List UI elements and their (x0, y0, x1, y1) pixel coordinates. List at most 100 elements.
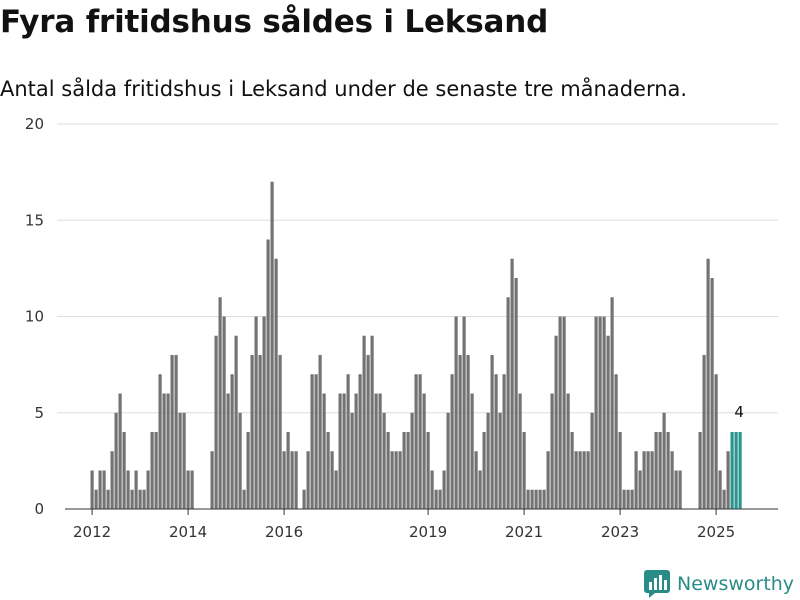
bar (114, 412, 118, 509)
bar (386, 432, 390, 509)
bar (518, 393, 522, 509)
bar (414, 374, 418, 509)
bar (366, 355, 370, 509)
bar (554, 335, 558, 509)
bar (286, 432, 290, 509)
bar (238, 412, 242, 509)
gridlines (57, 123, 778, 414)
bar (590, 412, 594, 509)
bar (610, 297, 614, 509)
chart-title: Fyra fritidshus såldes i Leksand (0, 4, 549, 40)
bar (450, 374, 454, 509)
bar (734, 432, 738, 509)
bar (466, 355, 470, 509)
axes: 0 5 10 15 20 2012 2014 2016 2019 2021 2023 2025 4 (25, 115, 778, 541)
bar (546, 451, 550, 509)
bar (558, 316, 562, 509)
bar (178, 412, 182, 509)
bar (102, 470, 106, 509)
bar (146, 470, 150, 509)
bar (350, 412, 354, 509)
bar (438, 489, 442, 509)
bar (630, 489, 634, 509)
bar (118, 393, 122, 509)
chart-subtitle: Antal sålda fritidshus i Leksand under d… (0, 77, 688, 101)
bar (538, 489, 542, 509)
bar (658, 432, 662, 509)
bar (210, 451, 214, 509)
bar (542, 489, 546, 509)
x-tick-label: 2025 (697, 523, 735, 541)
bar (174, 355, 178, 509)
bar (230, 374, 234, 509)
bar (570, 432, 574, 509)
bar (134, 470, 138, 509)
bar (242, 489, 246, 509)
bar (530, 489, 534, 509)
bar (738, 432, 742, 509)
bars (90, 181, 742, 509)
bar (446, 412, 450, 509)
bar (334, 470, 338, 509)
bar (626, 489, 630, 509)
bar (462, 316, 466, 509)
bar (722, 489, 726, 509)
bar (418, 374, 422, 509)
bar (402, 432, 406, 509)
bar (246, 432, 250, 509)
bar (222, 316, 226, 509)
bar (330, 451, 334, 509)
bar (442, 470, 446, 509)
bar (390, 451, 394, 509)
bar (634, 451, 638, 509)
bar (186, 470, 190, 509)
bar (698, 432, 702, 509)
bar (374, 393, 378, 509)
y-tick-label: 5 (34, 404, 44, 422)
bar (266, 239, 270, 509)
bar (250, 355, 254, 509)
bar (486, 412, 490, 509)
bar (270, 181, 274, 509)
bar (338, 393, 342, 509)
bar (598, 316, 602, 509)
bar (278, 355, 282, 509)
bar (322, 393, 326, 509)
bar (718, 470, 722, 509)
bar (314, 374, 318, 509)
bar (106, 489, 110, 509)
bar (342, 393, 346, 509)
bar (226, 393, 230, 509)
bar (550, 393, 554, 509)
bar (294, 451, 298, 509)
bar (434, 489, 438, 509)
bar (650, 451, 654, 509)
bar (662, 412, 666, 509)
bar (398, 451, 402, 509)
bar (214, 335, 218, 509)
bar (262, 316, 266, 509)
bar (170, 355, 174, 509)
bar (458, 355, 462, 509)
bar (654, 432, 658, 509)
bar (622, 489, 626, 509)
bar (730, 432, 734, 509)
bar (454, 316, 458, 509)
x-tick-label: 2023 (601, 523, 639, 541)
bar (670, 451, 674, 509)
bar (370, 335, 374, 509)
bar (642, 451, 646, 509)
bar (94, 489, 98, 509)
bar (614, 374, 618, 509)
bar (702, 355, 706, 509)
bar (162, 393, 166, 509)
bar (274, 258, 278, 509)
bar (378, 393, 382, 509)
bar (254, 316, 258, 509)
bar (578, 451, 582, 509)
bar (502, 374, 506, 509)
x-tick-label: 2021 (505, 523, 543, 541)
bar (426, 432, 430, 509)
bar (482, 432, 486, 509)
bar (574, 451, 578, 509)
